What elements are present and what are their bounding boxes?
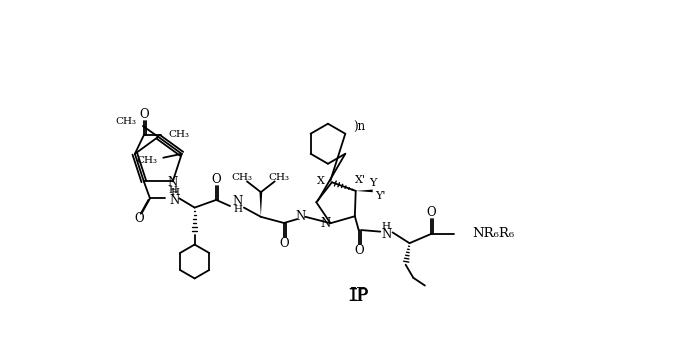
- Text: O: O: [140, 108, 149, 121]
- Text: IP: IP: [349, 287, 368, 305]
- Text: CH₃: CH₃: [232, 173, 253, 182]
- Text: IP: IP: [348, 287, 369, 305]
- Text: N: N: [170, 194, 180, 207]
- Text: N: N: [296, 210, 306, 223]
- Text: Y: Y: [369, 178, 376, 188]
- Text: )n: )n: [353, 121, 365, 134]
- Text: CH₃: CH₃: [136, 155, 157, 165]
- Text: N: N: [168, 177, 178, 190]
- Text: H: H: [382, 222, 391, 231]
- Text: CH₃: CH₃: [169, 130, 190, 139]
- Text: N: N: [320, 217, 330, 230]
- Text: X': X': [355, 175, 366, 185]
- Text: O: O: [279, 237, 289, 250]
- Text: N: N: [232, 195, 243, 208]
- Text: H: H: [170, 188, 179, 198]
- Text: O: O: [135, 212, 144, 225]
- Text: O: O: [354, 244, 364, 257]
- Text: NR₆R₆: NR₆R₆: [472, 227, 514, 240]
- Text: H: H: [233, 205, 242, 214]
- Text: Y': Y': [375, 191, 385, 200]
- Text: X: X: [317, 176, 325, 186]
- Text: O: O: [211, 173, 221, 186]
- Text: N: N: [381, 228, 392, 241]
- Polygon shape: [356, 190, 373, 192]
- Polygon shape: [260, 192, 262, 217]
- Text: CH₃: CH₃: [269, 173, 290, 182]
- Text: CH₃: CH₃: [116, 117, 137, 126]
- Text: H: H: [168, 186, 177, 195]
- Text: O: O: [426, 206, 436, 219]
